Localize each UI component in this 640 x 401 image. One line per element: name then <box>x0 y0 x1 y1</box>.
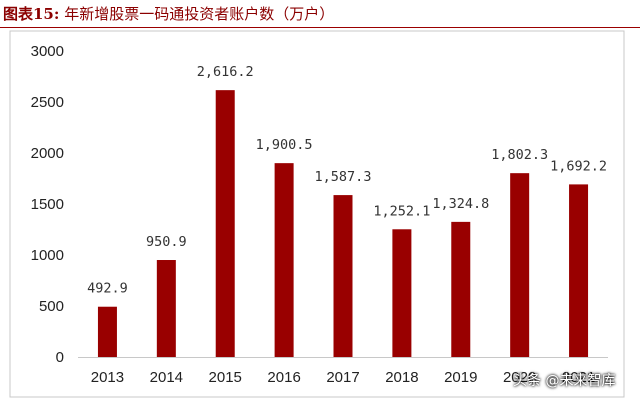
x-tick-label: 2020 <box>503 369 536 386</box>
x-tick-label: 2018 <box>385 369 418 386</box>
y-tick-label: 1000 <box>31 247 64 264</box>
y-tick-label: 3000 <box>31 43 64 60</box>
y-tick-label: 0 <box>56 349 64 366</box>
data-label-2020: 1,802.3 <box>491 147 548 163</box>
title-rule <box>0 27 640 28</box>
bar-2013 <box>97 306 117 357</box>
data-label-2021: 1,692.2 <box>550 158 607 174</box>
y-axis: 0 500 1000 1500 2000 2500 3000 <box>31 43 64 366</box>
bar-2021 <box>569 184 589 357</box>
bar-2014 <box>156 260 176 357</box>
data-label-2018: 1,252.1 <box>373 203 430 219</box>
data-label-2015: 2,616.2 <box>197 64 254 80</box>
x-tick-label: 2014 <box>150 369 183 386</box>
data-label-2016: 1,900.5 <box>256 137 313 153</box>
data-label-2014: 950.9 <box>146 234 187 250</box>
bar-series <box>97 90 589 358</box>
x-tick-label: 2016 <box>267 369 300 386</box>
bar-2020 <box>510 173 530 357</box>
x-axis: 2013 2014 2015 2016 2017 2018 2019 2020 2021 <box>78 357 608 386</box>
x-tick-label: 2013 <box>91 369 124 386</box>
y-tick-label: 1500 <box>31 196 64 213</box>
bar-2019 <box>451 221 471 357</box>
bar-2016 <box>274 163 294 357</box>
x-tick-label: 2021 <box>562 369 595 386</box>
figure-caption: 年新增股票一码通投资者账户数（万户） <box>64 5 335 23</box>
x-tick-label: 2017 <box>326 369 359 386</box>
bar-2015 <box>215 90 235 358</box>
bar-2017 <box>333 195 353 357</box>
figure-title: 图表15: 年新增股票一码通投资者账户数（万户） <box>3 3 334 25</box>
data-label-2013: 492.9 <box>87 281 128 297</box>
watermark-text: 头条 @未来智库 <box>513 373 616 389</box>
y-tick-label: 2000 <box>31 145 64 162</box>
bar-2018 <box>392 229 412 357</box>
data-label-2017: 1,587.3 <box>315 169 372 185</box>
x-tick-label: 2019 <box>444 369 477 386</box>
y-tick-label: 500 <box>39 298 64 315</box>
figure-number: 图表15: <box>3 5 60 23</box>
data-label-2019: 1,324.8 <box>432 196 489 212</box>
x-tick-label: 2015 <box>209 369 242 386</box>
y-tick-label: 2500 <box>31 94 64 111</box>
